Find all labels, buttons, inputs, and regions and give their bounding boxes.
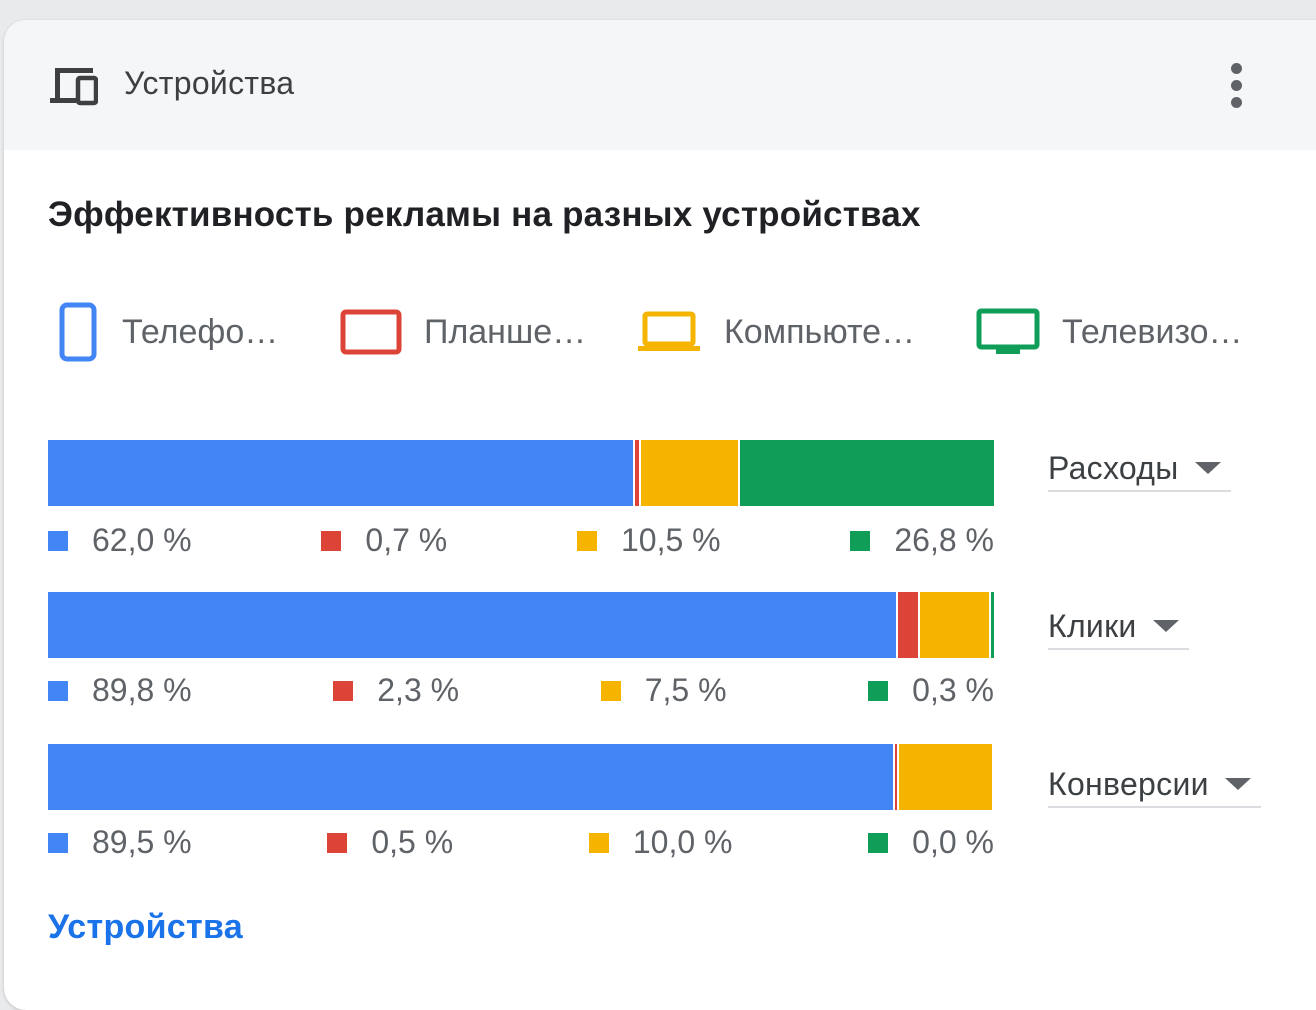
bar-row-1 xyxy=(48,592,994,658)
value-labels-row: 62,0 % 0,7 % 10,5 % 26,8 % xyxy=(48,522,994,562)
value-text: 89,5 % xyxy=(92,824,192,860)
legend-swatch xyxy=(600,680,621,701)
metric-select-1[interactable]: Клики xyxy=(1048,604,1189,650)
value-text: 62,0 % xyxy=(92,522,192,558)
legend-swatch xyxy=(588,832,609,853)
metric-select-label: Расходы xyxy=(1048,449,1179,486)
legend-item-tablet[interactable]: Планше… xyxy=(340,302,586,362)
value-text: 89,8 % xyxy=(92,672,192,708)
legend-swatch xyxy=(868,832,889,853)
value-label-tablet: 0,7 % xyxy=(321,522,447,559)
value-label-tv: 0,0 % xyxy=(868,824,994,861)
legend-label-tablet: Планше… xyxy=(424,312,587,351)
legend-item-computer[interactable]: Компьюте… xyxy=(636,302,915,362)
bar-segment-tv[interactable] xyxy=(740,440,994,506)
tv-icon xyxy=(976,308,1040,354)
value-labels-row: 89,8 % 2,3 % 7,5 % 0,3 % xyxy=(48,672,994,712)
metric-select-label: Конверсии xyxy=(1048,765,1209,802)
value-label-computer: 7,5 % xyxy=(600,672,727,709)
more-vert-icon[interactable] xyxy=(1216,60,1256,110)
value-text: 2,3 % xyxy=(377,672,460,708)
legend-swatch xyxy=(850,530,871,551)
chevron-down-icon xyxy=(1224,778,1251,790)
chevron-down-icon xyxy=(1152,620,1179,632)
legend-label-computer: Компьюте… xyxy=(724,312,916,351)
bar-segment-tablet[interactable] xyxy=(898,592,919,658)
legend-label-phone: Телефо… xyxy=(122,312,279,351)
laptop-icon xyxy=(638,311,700,351)
value-text: 7,5 % xyxy=(644,672,727,708)
tablet-icon xyxy=(340,309,402,355)
value-label-computer: 10,0 % xyxy=(588,824,733,861)
value-text: 0,5 % xyxy=(371,824,454,860)
legend-swatch xyxy=(48,530,68,551)
metric-select-label: Клики xyxy=(1048,607,1137,644)
card-header: Устройства xyxy=(4,20,1316,150)
chevron-down-icon xyxy=(1194,462,1221,474)
legend-swatch xyxy=(48,832,68,853)
value-text: 0,0 % xyxy=(912,824,994,860)
value-label-phone: 62,0 % xyxy=(48,522,192,559)
metric-select-2[interactable]: Конверсии xyxy=(1048,762,1261,808)
value-text: 10,0 % xyxy=(632,824,733,860)
devices-card: Устройства Эффективность рекламы на разн… xyxy=(4,20,1316,1010)
value-text: 10,5 % xyxy=(620,522,721,558)
legend-swatch xyxy=(321,530,342,551)
devices-link[interactable]: Устройства xyxy=(48,908,243,946)
value-label-tv: 0,3 % xyxy=(868,672,994,709)
legend-swatch xyxy=(868,680,889,701)
value-label-tablet: 0,5 % xyxy=(327,824,453,861)
value-label-tv: 26,8 % xyxy=(850,522,994,559)
legend-item-tv[interactable]: Телевизо… xyxy=(976,302,1243,362)
legend-label-tv: Телевизо… xyxy=(1062,312,1243,351)
phone-icon xyxy=(59,302,97,362)
value-label-phone: 89,5 % xyxy=(48,824,192,861)
bar-segment-phone[interactable] xyxy=(48,744,893,810)
value-text: 0,7 % xyxy=(365,522,448,558)
bar-segment-computer[interactable] xyxy=(920,592,990,658)
value-label-phone: 89,8 % xyxy=(48,672,192,709)
legend-item-phone[interactable]: Телефо… xyxy=(56,302,278,362)
value-label-tablet: 2,3 % xyxy=(333,672,459,709)
value-labels-row: 89,5 % 0,5 % 10,0 % 0,0 % xyxy=(48,824,994,864)
value-text: 26,8 % xyxy=(894,522,994,558)
bar-row-0 xyxy=(48,440,994,506)
legend-swatch xyxy=(327,832,348,853)
card-title: Устройства xyxy=(124,65,295,101)
value-label-computer: 10,5 % xyxy=(576,522,721,559)
bar-segment-computer[interactable] xyxy=(899,744,992,810)
value-text: 0,3 % xyxy=(912,672,994,708)
legend-swatch xyxy=(576,530,597,551)
bar-segment-tv[interactable] xyxy=(991,592,994,658)
bar-segment-tablet[interactable] xyxy=(894,744,898,810)
chart-title: Эффективность рекламы на разных устройст… xyxy=(48,195,921,234)
devices-icon xyxy=(50,68,98,106)
bar-segment-phone[interactable] xyxy=(48,440,633,506)
bar-segment-computer[interactable] xyxy=(641,440,739,506)
bar-segment-tablet[interactable] xyxy=(634,440,640,506)
bar-segment-phone[interactable] xyxy=(48,592,897,658)
metric-select-0[interactable]: Расходы xyxy=(1048,446,1231,492)
legend-swatch xyxy=(48,680,68,701)
legend-swatch xyxy=(333,680,354,701)
bar-row-2 xyxy=(48,744,994,810)
